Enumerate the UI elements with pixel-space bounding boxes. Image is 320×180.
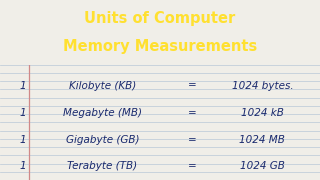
Text: 1024 kB: 1024 kB xyxy=(241,108,284,118)
Text: =: = xyxy=(188,108,196,118)
Text: Terabyte (TB): Terabyte (TB) xyxy=(67,161,138,171)
Text: 1: 1 xyxy=(19,80,26,91)
Text: 1: 1 xyxy=(19,161,26,171)
Text: =: = xyxy=(188,161,196,171)
Text: Kilobyte (KB): Kilobyte (KB) xyxy=(69,80,136,91)
Text: Megabyte (MB): Megabyte (MB) xyxy=(63,108,142,118)
Text: 1: 1 xyxy=(19,135,26,145)
Text: 1024 GB: 1024 GB xyxy=(240,161,285,171)
Text: Units of Computer: Units of Computer xyxy=(84,11,236,26)
Text: 1: 1 xyxy=(19,108,26,118)
Text: =: = xyxy=(188,80,196,91)
Text: Gigabyte (GB): Gigabyte (GB) xyxy=(66,135,139,145)
Text: 1024 MB: 1024 MB xyxy=(239,135,285,145)
Text: Memory Measurements: Memory Measurements xyxy=(63,39,257,54)
Text: 1024 bytes.: 1024 bytes. xyxy=(232,80,293,91)
Text: =: = xyxy=(188,135,196,145)
